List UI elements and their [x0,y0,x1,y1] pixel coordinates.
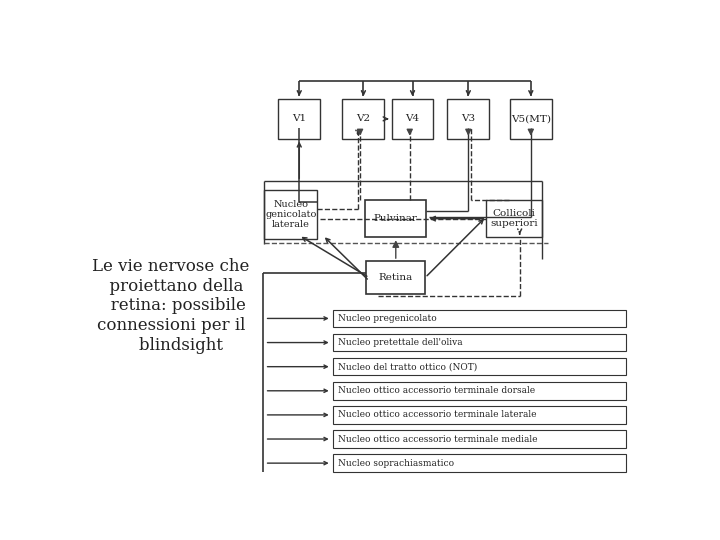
Text: V1: V1 [292,114,306,123]
Text: Le vie nervose che
  proiettano della
   retina: possibile
connessioni per il
  : Le vie nervose che proiettano della reti… [92,258,250,354]
Text: Pulvinar: Pulvinar [374,214,418,223]
Bar [510,99,552,139]
Text: Nucleo ottico accessorio terminale dorsale: Nucleo ottico accessorio terminale dorsa… [338,386,536,395]
Bar [333,430,626,448]
Text: Nucleo ottico accessorio terminale mediale: Nucleo ottico accessorio terminale media… [338,435,538,443]
Bar [392,99,433,139]
Bar [366,261,425,294]
Text: Nucleo pregenicolato: Nucleo pregenicolato [338,314,437,323]
Text: Nucleo pretettale dell'oliva: Nucleo pretettale dell'oliva [338,338,463,347]
Text: Retina: Retina [379,273,413,282]
Bar [333,382,626,400]
Bar [447,99,490,139]
Text: Collicoli
superiori: Collicoli superiori [490,209,538,228]
Text: Nucleo del tratto ottico (NOT): Nucleo del tratto ottico (NOT) [338,362,477,371]
Text: Nucleo ottico accessorio terminale laterale: Nucleo ottico accessorio terminale later… [338,410,537,420]
Bar [333,310,626,327]
Bar [279,99,320,139]
Bar [333,454,626,472]
Text: Nucleo
genicolato
laterale: Nucleo genicolato laterale [265,200,317,230]
Text: V5(MT): V5(MT) [510,114,551,123]
Text: V3: V3 [462,114,475,123]
Bar [343,99,384,139]
Text: V4: V4 [405,114,420,123]
Bar [365,200,426,238]
Bar [333,358,626,375]
Bar [333,334,626,352]
Bar [264,190,318,239]
Text: V2: V2 [356,114,371,123]
Bar [333,406,626,424]
Bar [486,200,542,238]
Text: Nucleo soprachiasmatico: Nucleo soprachiasmatico [338,458,454,468]
